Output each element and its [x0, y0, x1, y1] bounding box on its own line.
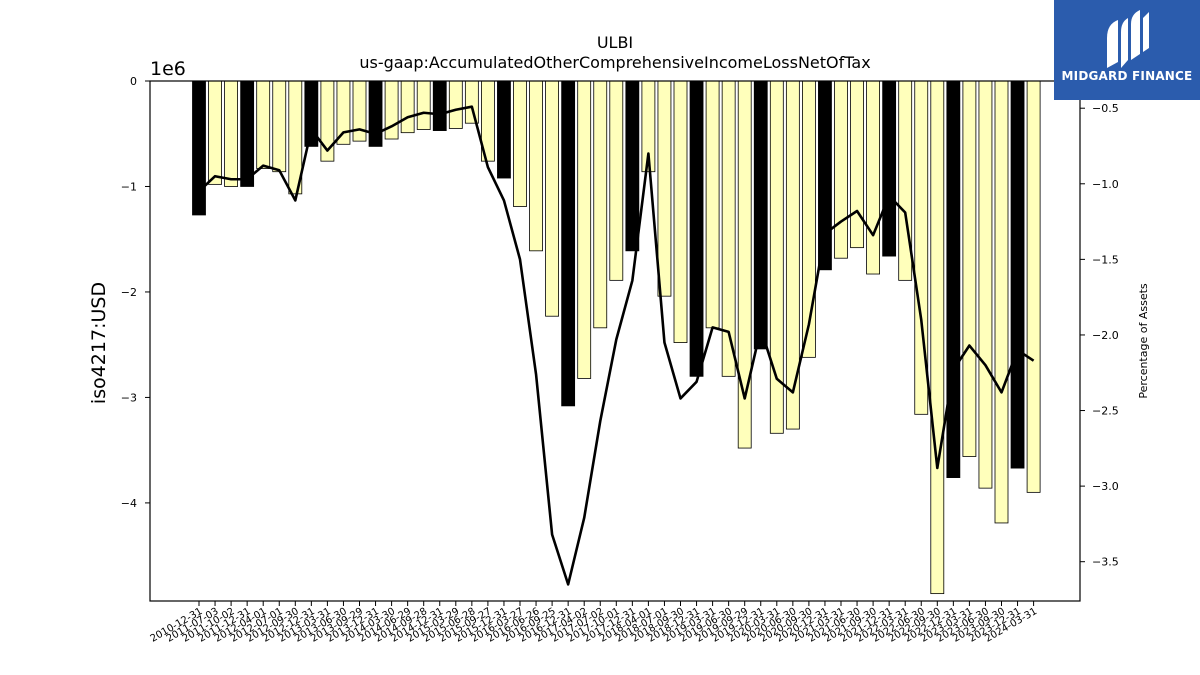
y-axis-left: 0 −1 −2 −3 −4 [121, 75, 150, 510]
bar-series [192, 80, 1041, 595]
bar-2023-06-30 [994, 80, 1009, 524]
bar-2017-10-01 [625, 80, 640, 252]
bar-2016-06-26 [545, 80, 559, 317]
bar-2015-09-27 [497, 80, 511, 179]
y2-axis-label: Percentage of Assets [1137, 283, 1150, 399]
bar-2015-03-28 [464, 80, 479, 124]
bar-2023-12-31 [1026, 80, 1041, 493]
y-tick-label: −2 [121, 286, 137, 299]
bar-2011-04-02 [208, 80, 222, 185]
y2-tick-label: −2.0 [1092, 329, 1119, 342]
y2-tick-label: −2.5 [1092, 405, 1119, 418]
line-series [198, 105, 1035, 586]
bar-2016-12-31 [577, 80, 592, 379]
bar-2016-03-27 [529, 80, 543, 252]
bar-2016-09-25 [561, 80, 576, 407]
bar-2013-12-28 [384, 80, 399, 140]
y2-tick-label: −1.0 [1092, 178, 1119, 191]
bar-2019-09-29 [753, 80, 768, 350]
y-tick-label: −1 [121, 180, 137, 193]
logo-text: MIDGARD FINANCE [1061, 69, 1193, 83]
bar-2022-09-30 [946, 80, 961, 478]
bar-2015-12-26 [513, 80, 527, 207]
bar-2017-04-02 [593, 80, 608, 329]
bar-2011-10-02 [240, 80, 255, 187]
bar-2020-06-30 [802, 80, 816, 358]
chart-title: ULBI [597, 33, 633, 52]
bar-2014-09-28 [432, 80, 447, 131]
chart-subtitle: us-gaap:AccumulatedOtherComprehensiveInc… [359, 53, 870, 72]
bar-2014-03-29 [400, 80, 415, 134]
bar-2017-07-02 [609, 80, 624, 281]
percentage-of-assets-line [198, 105, 1035, 586]
bar-2014-12-27 [448, 80, 463, 129]
bar-2021-09-30 [882, 80, 897, 257]
bar-2014-06-29 [416, 80, 431, 130]
bar-2011-07-03 [224, 80, 239, 187]
bar-2011-12-31 [256, 80, 271, 169]
bar-2022-06-30 [930, 80, 945, 595]
bar-2023-09-30 [1010, 80, 1025, 469]
y2-tick-label: −3.5 [1092, 556, 1119, 569]
bar-2013-03-31 [336, 80, 351, 145]
plot-frame [149, 80, 1081, 602]
bar-2020-12-31 [834, 80, 848, 259]
y2-tick-label: −1.5 [1092, 253, 1119, 266]
midgard-logo-icon [1107, 10, 1149, 68]
bar-2023-03-31 [978, 80, 993, 489]
y-tick-label: 0 [130, 75, 137, 88]
bar-2018-12-29 [705, 80, 720, 329]
y-tick-label: −3 [121, 391, 137, 404]
y-axis-multiplier: 1e6 [150, 58, 186, 80]
bar-2010-12-31 [192, 80, 206, 216]
y-axis-label: iso4217:USD [88, 282, 110, 404]
bar-2018-07-01 [673, 80, 688, 343]
bar-2018-04-01 [657, 80, 672, 297]
y2-tick-label: −0.5 [1092, 102, 1119, 115]
midgard-finance-logo: MIDGARD FINANCE [1054, 0, 1200, 100]
bar-2012-03-31 [272, 80, 287, 173]
y-axis-right: −0.5 −1.0 −1.5 −2.0 −2.5 −3.0 −3.5 [1080, 102, 1119, 569]
bar-2018-09-30 [689, 80, 704, 377]
bar-2022-12-31 [962, 80, 977, 457]
bar-2013-09-29 [368, 80, 383, 147]
bar-2020-09-30 [818, 80, 832, 271]
x-axis: 2010-12-312011-07-032011-10-022011-12-31… [149, 601, 1039, 645]
y2-tick-label: −3.0 [1092, 480, 1119, 493]
bar-2021-06-30 [866, 80, 880, 275]
bar-2013-06-30 [352, 80, 367, 142]
bar-2021-03-31 [850, 80, 864, 249]
y-tick-label: −4 [121, 497, 137, 510]
